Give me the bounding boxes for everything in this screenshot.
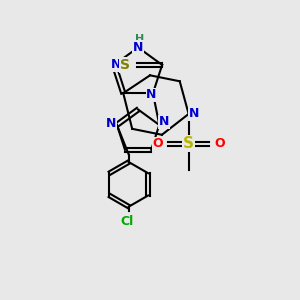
Text: H: H: [135, 34, 144, 44]
Text: O: O: [152, 137, 163, 150]
Text: S: S: [183, 136, 194, 151]
Text: N: N: [146, 88, 157, 101]
Text: N: N: [133, 41, 143, 54]
Text: S: S: [120, 58, 130, 72]
Text: O: O: [214, 137, 225, 150]
Text: N: N: [110, 58, 121, 71]
Text: N: N: [106, 117, 117, 130]
Text: Cl: Cl: [121, 215, 134, 228]
Text: N: N: [189, 107, 199, 121]
Text: N: N: [159, 116, 169, 128]
